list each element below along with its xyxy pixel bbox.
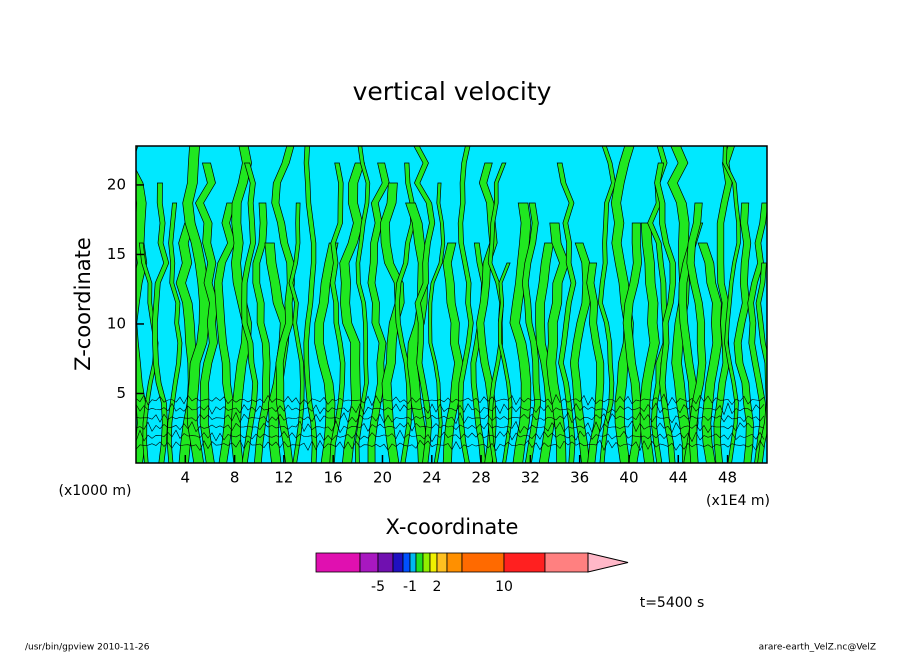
x-tick-label: 20: [373, 469, 392, 487]
contour-pattern: [166, 202, 183, 463]
contour-pattern: [697, 242, 723, 463]
contour-pattern: [686, 202, 707, 463]
contour-pattern: [241, 162, 259, 463]
colorbar-tick-label: 10: [495, 579, 513, 595]
colorbar-segment: [429, 552, 438, 573]
x-axis-label: X-coordinate: [386, 515, 519, 539]
x-tick-label: 24: [422, 469, 441, 487]
colorbar-segment: [392, 552, 404, 573]
contour-pattern: [380, 182, 405, 463]
contour-pattern: [136, 393, 765, 407]
contour-pattern: [354, 146, 371, 463]
footer: /usr/bin/gpview 2010-11-26: [25, 643, 150, 653]
y-tick-label: 15: [107, 245, 126, 263]
contour-pattern: [136, 420, 765, 434]
y-tick-label: 20: [107, 175, 126, 193]
contour-pattern: [271, 146, 295, 463]
contour-field: [136, 146, 767, 463]
x-tick-label: 48: [718, 469, 737, 487]
x-tick-label: 40: [619, 469, 638, 487]
footer: arare-earth_VelZ.nc@VelZ: [759, 643, 876, 653]
contour-pattern: [339, 162, 365, 463]
contour-pattern: [136, 146, 148, 463]
contour-pattern: [136, 402, 765, 416]
contour-pattern: [755, 262, 767, 463]
chart-title: vertical velocity: [353, 77, 552, 106]
colorbar-segment: [436, 552, 448, 573]
contour-pattern: [733, 202, 754, 463]
contour-pattern: [195, 162, 218, 463]
contour-pattern: [622, 222, 642, 463]
contour-pattern: [182, 146, 210, 463]
y-tick-label: 5: [116, 384, 126, 402]
contour-pattern: [288, 202, 305, 463]
colorbar-segment: [409, 552, 417, 573]
contour-pattern: [521, 202, 542, 463]
contour-pattern: [213, 202, 236, 463]
contour-pattern: [487, 162, 507, 463]
x-tick-label: 4: [181, 469, 191, 487]
x-unit-label: (x1000 m): [59, 483, 132, 499]
x-tick-label: 28: [472, 469, 491, 487]
colorbar-tick-label: 2: [433, 579, 442, 595]
x-tick-label: 16: [324, 469, 343, 487]
colorbar-segment: [461, 552, 505, 573]
contour-pattern: [722, 146, 741, 463]
colorbar-segment: [446, 552, 463, 573]
x-tick-label: 8: [230, 469, 240, 487]
colorbar-segment: [544, 552, 589, 573]
y-tick-label: 10: [107, 314, 126, 332]
contour-pattern: [136, 411, 765, 425]
contour-pattern: [136, 429, 765, 443]
colorbar-tick-label: -1: [403, 579, 417, 595]
contour-pattern: [556, 162, 577, 463]
contour-pattern: [329, 162, 346, 463]
contour-pattern: [639, 222, 660, 463]
x-tick-label: 44: [669, 469, 688, 487]
colorbar-segment: [377, 552, 394, 573]
contour-pattern: [586, 262, 605, 463]
colorbar-segment: [315, 552, 361, 573]
contour-pattern: [654, 162, 676, 463]
colorbar-segment: [503, 552, 546, 573]
colorbar-tick-label: -5: [371, 579, 385, 595]
y-axis-label: Z-coordinate: [71, 237, 95, 371]
colorbar-segment: [422, 552, 431, 573]
contour-pattern: [151, 182, 170, 463]
colorbar-segment: [415, 552, 424, 573]
colorbar-segment: [359, 552, 379, 573]
contour-pattern: [413, 146, 436, 463]
annotation: t=5400 s: [640, 595, 705, 611]
plot-frame: [135, 145, 768, 464]
contour-pattern: [597, 146, 616, 463]
colorbar-extension: [587, 552, 629, 573]
x-tick-label: 32: [521, 469, 540, 487]
contour-pattern: [428, 182, 446, 463]
x-tick-label: 36: [570, 469, 589, 487]
contour-pattern: [136, 439, 765, 452]
x-tick-label: 12: [274, 469, 293, 487]
contour-pattern: [457, 146, 474, 463]
contour-pattern: [546, 222, 570, 463]
contour-pattern: [747, 202, 767, 463]
contour-pattern: [303, 146, 318, 463]
x-unit-label: (x1E4 m): [706, 493, 770, 509]
contour-pattern: [252, 202, 271, 463]
colorbar-segment: [402, 552, 411, 573]
